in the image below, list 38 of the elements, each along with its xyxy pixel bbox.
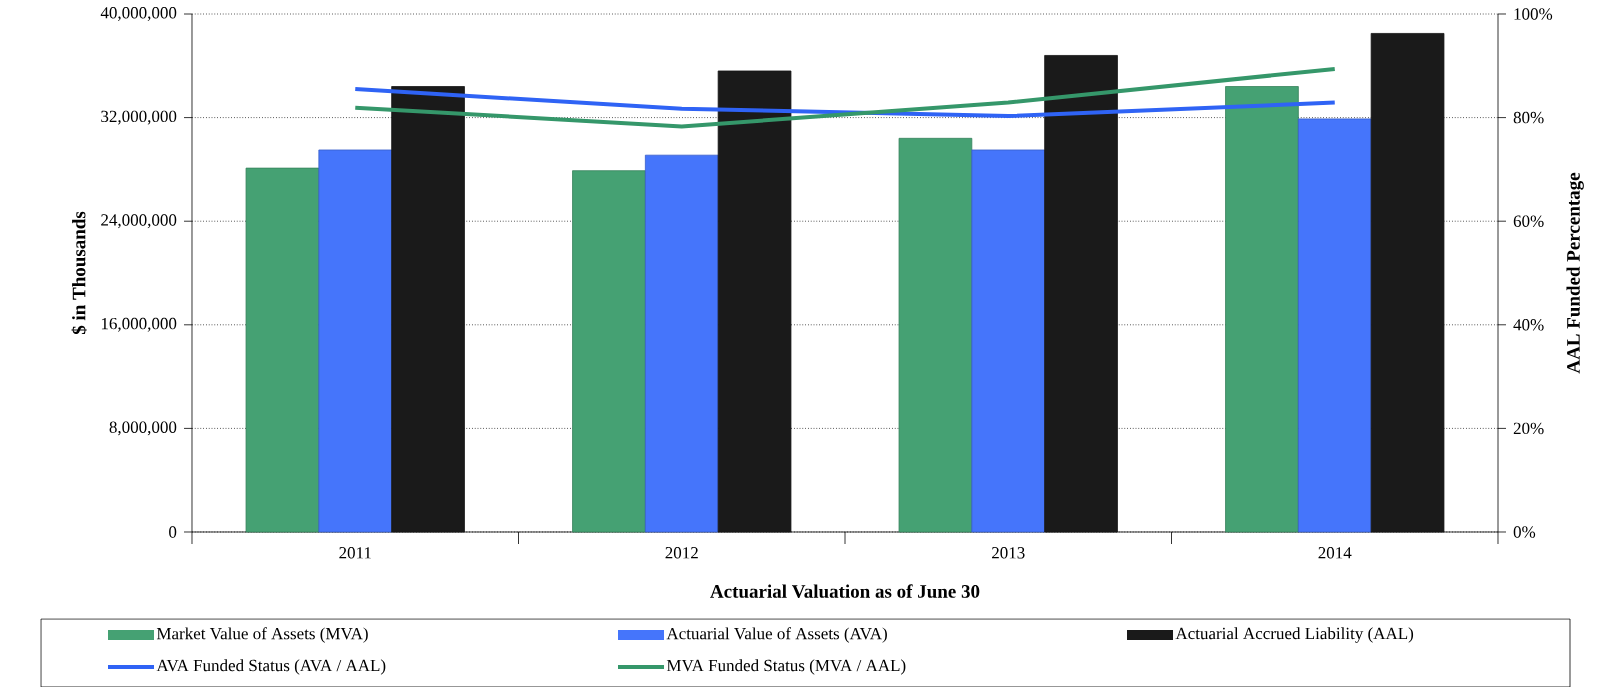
legend-label: MVA Funded Status (MVA / AAL)	[666, 659, 906, 675]
bar	[572, 170, 646, 533]
y-tick-label: 40,000,000	[100, 7, 177, 21]
line-series	[353, 66, 1337, 129]
y-tick-label: 16,000,000	[101, 317, 177, 332]
y-tick-label: 32,000,000	[101, 110, 177, 125]
bar	[245, 167, 320, 533]
line-series	[353, 87, 1337, 119]
y2-tick-label: 20%	[1513, 422, 1544, 435]
bar	[1370, 33, 1445, 533]
bar	[717, 70, 792, 533]
y2-tick-label: 80%	[1513, 111, 1544, 124]
bar	[898, 137, 973, 533]
legend-label: AVA Funded Status (AVA / AAL)	[156, 659, 386, 675]
legend-label: Market Value of Assets (MVA)	[156, 627, 368, 643]
x-tick-label: 2012	[665, 547, 698, 559]
y2-tick-label: 0%	[1513, 526, 1536, 538]
bar	[1044, 55, 1118, 533]
y2-axis-title: AAL Funded Percentage	[1566, 172, 1584, 374]
x-tick-label: 2011	[339, 547, 371, 559]
legend-label: Actuarial Value of Assets (AVA)	[666, 627, 887, 643]
bar	[391, 86, 465, 533]
y2-tick-label: 100%	[1514, 8, 1553, 20]
legend-label: Actuarial Accrued Liability (AAL)	[1175, 627, 1414, 643]
y-tick-label: 24,000,000	[101, 214, 177, 229]
bar	[1297, 118, 1372, 533]
x-tick-label: 2014	[1318, 547, 1352, 559]
y2-tick-label: 40%	[1513, 319, 1544, 331]
y2-tick-label: 60%	[1513, 215, 1544, 227]
y-axis-title: $ in Thousands	[71, 211, 87, 335]
x-axis-title: Actuarial Valuation as of June 30	[710, 584, 980, 598]
bar	[318, 149, 393, 533]
bar	[644, 154, 719, 533]
y-tick-label: 0	[169, 526, 177, 538]
y-tick-label: 8,000,000	[109, 421, 177, 436]
bar	[971, 149, 1046, 533]
bar	[1225, 86, 1299, 533]
x-tick-label: 2013	[992, 547, 1025, 559]
